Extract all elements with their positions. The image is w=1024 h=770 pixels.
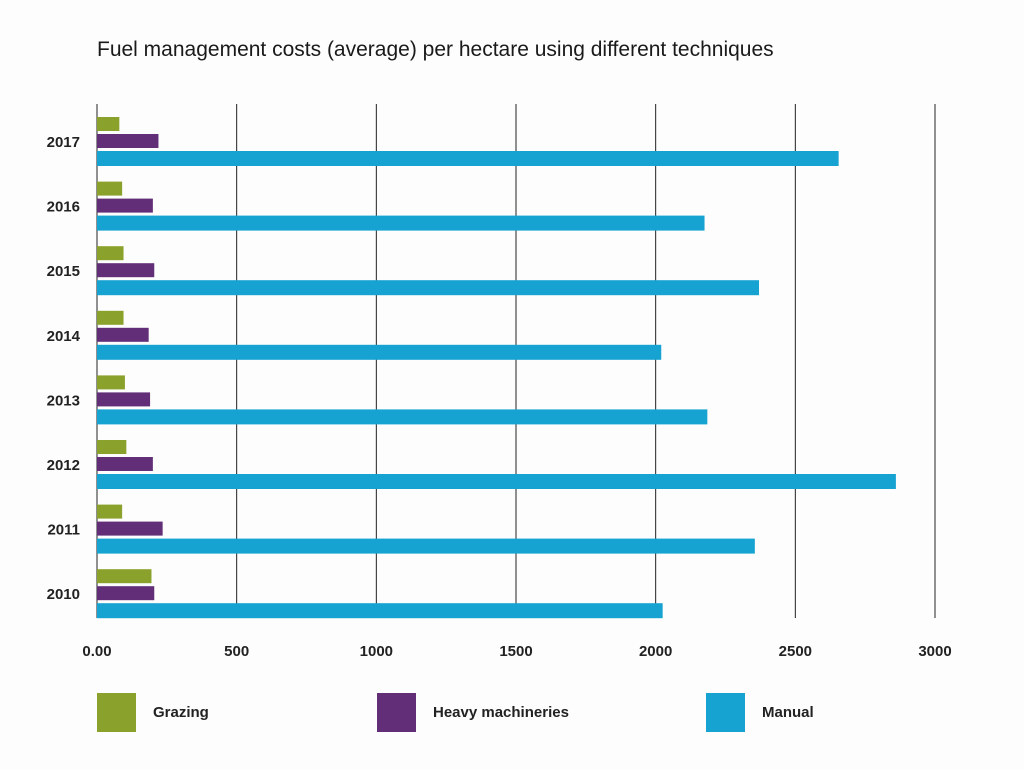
bar-manual-2013 bbox=[97, 409, 708, 425]
bars bbox=[97, 117, 896, 619]
bar-grazing-2011 bbox=[97, 504, 123, 519]
x-axis-labels: 0.00 500 1000 1500 2000 2500 3000 bbox=[82, 643, 951, 660]
bar-manual-2015 bbox=[97, 280, 760, 296]
x-tick-label: 3000 bbox=[918, 643, 951, 660]
x-tick-label: 1000 bbox=[360, 643, 393, 660]
bar-manual-2011 bbox=[97, 538, 755, 554]
y-tick-label: 2011 bbox=[47, 522, 80, 539]
y-tick-label: 2017 bbox=[47, 134, 80, 151]
bar-grazing-2010 bbox=[97, 569, 152, 584]
bar-grazing-2017 bbox=[97, 117, 120, 131]
chart-title: Fuel management costs (average) per hect… bbox=[97, 38, 774, 61]
x-tick-label: 2000 bbox=[639, 643, 672, 660]
legend: Grazing Heavy machineries Manual bbox=[97, 693, 814, 732]
legend-swatch bbox=[97, 693, 136, 732]
legend-swatch bbox=[377, 693, 416, 732]
bar-grazing-2015 bbox=[97, 246, 124, 261]
x-tick-label: 1500 bbox=[499, 643, 532, 660]
bar-heavy-machineries-2011 bbox=[97, 521, 163, 536]
y-tick-label: 2010 bbox=[47, 586, 80, 603]
bar-heavy-machineries-2010 bbox=[97, 586, 155, 601]
bar-manual-2016 bbox=[97, 215, 705, 231]
y-tick-label: 2014 bbox=[47, 328, 81, 345]
bar-manual-2017 bbox=[97, 151, 839, 166]
bar-grazing-2016 bbox=[97, 181, 123, 196]
bar-manual-2010 bbox=[97, 603, 663, 619]
x-tick-label: 2500 bbox=[779, 643, 812, 660]
legend-label: Manual bbox=[762, 704, 814, 721]
bar-manual-2014 bbox=[97, 344, 662, 360]
legend-swatch bbox=[706, 693, 745, 732]
bar-grazing-2013 bbox=[97, 375, 125, 390]
x-tick-label: 0.00 bbox=[82, 643, 111, 660]
bar-grazing-2012 bbox=[97, 440, 127, 454]
y-tick-label: 2012 bbox=[47, 457, 80, 474]
x-tick-label: 500 bbox=[224, 643, 249, 660]
bar-heavy-machineries-2017 bbox=[97, 134, 159, 148]
bar-heavy-machineries-2012 bbox=[97, 457, 153, 471]
bar-heavy-machineries-2013 bbox=[97, 392, 151, 407]
y-axis-labels: 2017 2016 2015 2014 2013 2012 2011 2010 bbox=[47, 134, 81, 603]
legend-label: Grazing bbox=[153, 704, 209, 721]
bar-grazing-2014 bbox=[97, 310, 124, 325]
y-tick-label: 2013 bbox=[47, 392, 80, 409]
bar-heavy-machineries-2015 bbox=[97, 263, 155, 278]
y-tick-label: 2015 bbox=[47, 263, 80, 280]
bar-heavy-machineries-2016 bbox=[97, 198, 153, 213]
bar-manual-2012 bbox=[97, 474, 896, 489]
bar-heavy-machineries-2014 bbox=[97, 327, 149, 342]
legend-label: Heavy machineries bbox=[433, 704, 569, 721]
y-tick-label: 2016 bbox=[47, 199, 80, 216]
